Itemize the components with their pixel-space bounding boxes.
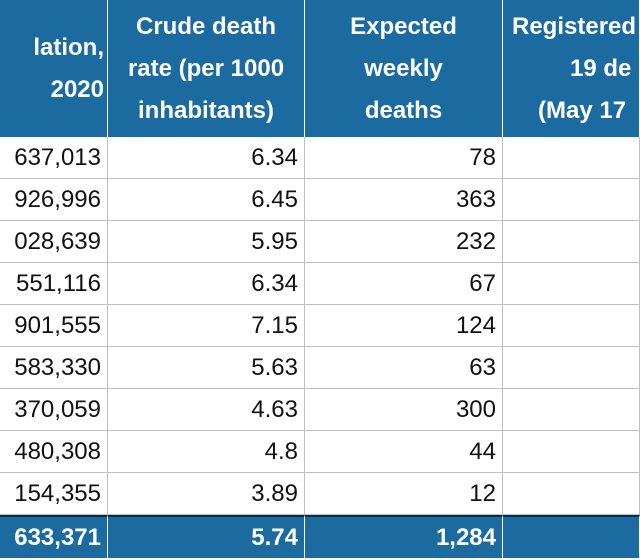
table-cell [503, 431, 640, 473]
table-cell [503, 389, 640, 431]
header-text: inhabitants) [138, 96, 274, 124]
header-text: Crude death [135, 12, 276, 40]
table-cell: 67 [305, 263, 503, 305]
header-text: Expected [350, 12, 457, 40]
table-cell [503, 347, 640, 389]
table-cell [503, 221, 640, 263]
table-cell: 480,308 [0, 431, 108, 473]
table-cell: 63 [305, 347, 503, 389]
header-text: Registered [512, 12, 637, 40]
table-cell: 901,555 [0, 305, 108, 347]
table-cell: 6.45 [108, 179, 305, 221]
table-cell: 7.15 [108, 305, 305, 347]
header-cell: lation, 2020 [0, 0, 108, 137]
header-cell: Registered 19 de (May 17 [503, 0, 640, 137]
header-text: weekly [364, 54, 443, 82]
table-cell: 12 [305, 473, 503, 515]
table-cell: 78 [305, 137, 503, 179]
table-cell: 44 [305, 431, 503, 473]
header-text: 19 de [570, 54, 632, 82]
table-cell [503, 263, 640, 305]
header-text: deaths [364, 96, 443, 124]
table-cell [503, 305, 640, 347]
total-cell: 1,284 [305, 515, 503, 558]
table-cell: 124 [305, 305, 503, 347]
total-cell: 633,371 [0, 515, 108, 558]
header-text: (May 17 [538, 96, 627, 124]
header-text: rate (per 1000 [127, 54, 285, 82]
table-cell: 637,013 [0, 137, 108, 179]
table-cell: 3.89 [108, 473, 305, 515]
table-cell: 6.34 [108, 263, 305, 305]
table-cell: 551,116 [0, 263, 108, 305]
total-cell [503, 515, 640, 558]
total-cell: 5.74 [108, 515, 305, 558]
header-text: lation, [33, 33, 104, 61]
table-cell: 4.63 [108, 389, 305, 431]
table-cell: 5.63 [108, 347, 305, 389]
table-cell: 5.95 [108, 221, 305, 263]
table-cell [503, 179, 640, 221]
header-cell: Crude death rate (per 1000 inhabitants) [108, 0, 305, 137]
table-cell: 4.8 [108, 431, 305, 473]
table-cell [503, 473, 640, 515]
table-cell: 154,355 [0, 473, 108, 515]
table-cell [503, 137, 640, 179]
table-cell: 583,330 [0, 347, 108, 389]
header-cell: Expected weekly deaths [305, 0, 503, 137]
table-cell: 926,996 [0, 179, 108, 221]
table-cell: 6.34 [108, 137, 305, 179]
table-cell: 370,059 [0, 389, 108, 431]
table-cell: 300 [305, 389, 503, 431]
table-cell: 363 [305, 179, 503, 221]
table-cell: 028,639 [0, 221, 108, 263]
table-cell: 232 [305, 221, 503, 263]
header-text: 2020 [50, 75, 104, 103]
